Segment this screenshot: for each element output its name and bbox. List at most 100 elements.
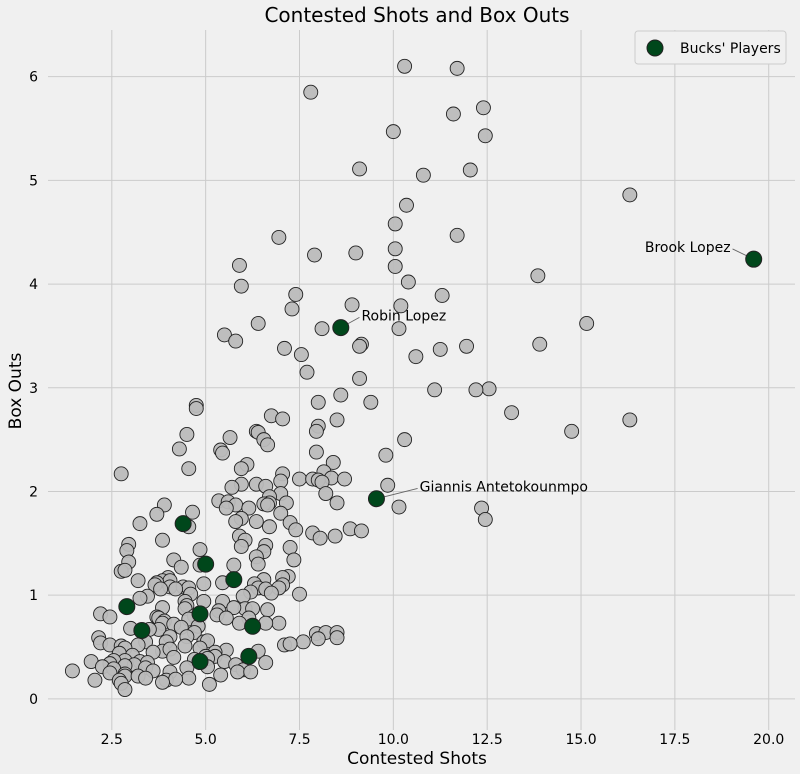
player-point bbox=[477, 128, 493, 144]
legend-label-bucks: Bucks' Players bbox=[680, 41, 781, 57]
player-point bbox=[415, 167, 431, 183]
player-point bbox=[532, 336, 548, 352]
player-point bbox=[481, 381, 497, 397]
player-point bbox=[233, 278, 249, 294]
player-point bbox=[352, 370, 368, 386]
bucks-player-point bbox=[118, 598, 136, 616]
player-point bbox=[233, 538, 249, 554]
player-point bbox=[230, 664, 246, 680]
bucks-player-point bbox=[240, 647, 258, 665]
legend: Bucks' Players bbox=[634, 30, 787, 65]
player-point bbox=[168, 581, 184, 597]
player-point bbox=[329, 630, 345, 646]
player-point bbox=[293, 347, 309, 363]
player-point bbox=[132, 516, 148, 532]
x-axis-label: Contested Shots bbox=[347, 749, 487, 769]
player-point bbox=[310, 394, 326, 410]
player-point bbox=[218, 610, 234, 626]
player-point bbox=[387, 258, 403, 274]
player-point bbox=[179, 426, 195, 442]
player-point bbox=[273, 473, 289, 489]
player-point bbox=[130, 573, 146, 589]
player-point bbox=[218, 500, 234, 516]
player-point bbox=[222, 430, 238, 446]
player-point bbox=[564, 423, 580, 439]
player-point bbox=[260, 437, 276, 453]
player-point bbox=[185, 504, 200, 520]
player-point bbox=[235, 588, 251, 604]
player-point bbox=[292, 586, 307, 602]
bucks-player-point bbox=[174, 515, 192, 533]
player-point bbox=[263, 585, 279, 601]
x-tick-label: 7.5 bbox=[288, 732, 310, 748]
player-point bbox=[286, 552, 302, 568]
bucks-player-point bbox=[225, 571, 243, 589]
player-point bbox=[228, 333, 244, 349]
player-point bbox=[387, 241, 403, 257]
x-tick-label: 5.0 bbox=[195, 732, 217, 748]
player-point bbox=[352, 338, 368, 354]
x-tick-label: 17.5 bbox=[659, 732, 690, 748]
player-point bbox=[318, 486, 334, 502]
player-point bbox=[215, 445, 231, 461]
player-point bbox=[155, 674, 170, 690]
player-point bbox=[344, 297, 360, 313]
player-point bbox=[173, 559, 189, 575]
bucks-player-point bbox=[197, 555, 215, 573]
player-point bbox=[258, 655, 274, 671]
player-point bbox=[260, 497, 276, 513]
player-point bbox=[177, 638, 193, 654]
bucks-player-point bbox=[244, 617, 262, 635]
player-point bbox=[397, 432, 413, 448]
player-point bbox=[87, 672, 103, 688]
y-tick-label: 1 bbox=[29, 588, 38, 604]
bucks-player-point bbox=[332, 319, 350, 337]
player-point bbox=[310, 631, 326, 647]
player-point bbox=[250, 556, 266, 572]
x-tick-label: 15.0 bbox=[565, 732, 596, 748]
player-point bbox=[113, 466, 129, 482]
annotation-label: Giannis Antetokounmpo bbox=[420, 479, 588, 495]
player-point bbox=[250, 316, 266, 331]
player-point bbox=[213, 667, 229, 683]
player-point bbox=[329, 412, 345, 428]
player-point bbox=[408, 349, 424, 365]
x-tick-label: 20.0 bbox=[753, 732, 784, 748]
player-point bbox=[216, 327, 232, 343]
player-point bbox=[271, 229, 287, 245]
player-point bbox=[353, 523, 369, 539]
player-point bbox=[303, 84, 319, 100]
player-point bbox=[224, 479, 240, 495]
bucks-player-point bbox=[367, 490, 385, 508]
player-point bbox=[171, 441, 187, 457]
player-point bbox=[226, 600, 242, 616]
player-point bbox=[449, 60, 465, 76]
annotation-label: Robin Lopez bbox=[361, 308, 446, 324]
player-point bbox=[530, 268, 546, 284]
player-point bbox=[155, 532, 170, 548]
bucks-player-point bbox=[133, 621, 151, 639]
player-point bbox=[275, 411, 291, 427]
player-point bbox=[427, 382, 443, 398]
player-point bbox=[314, 321, 330, 337]
player-point bbox=[201, 676, 217, 692]
player-point bbox=[117, 682, 133, 698]
player-point bbox=[397, 58, 413, 74]
y-tick-label: 6 bbox=[29, 70, 38, 86]
player-point bbox=[188, 401, 204, 416]
player-point bbox=[468, 382, 484, 398]
y-tick-labels: 0 1 2 3 4 5 6 bbox=[29, 70, 38, 708]
player-point bbox=[262, 519, 277, 535]
player-point bbox=[292, 471, 307, 487]
player-point bbox=[181, 461, 197, 477]
player-point bbox=[477, 512, 493, 527]
player-point bbox=[363, 394, 379, 410]
bucks-players-series bbox=[118, 250, 763, 671]
player-point bbox=[288, 286, 304, 302]
annotation-labels: Brook Lopez Robin Lopez Giannis Antetokoun… bbox=[361, 240, 730, 496]
player-point bbox=[333, 387, 349, 403]
player-point bbox=[102, 609, 118, 625]
player-point bbox=[284, 301, 300, 317]
y-axis-label: Box Outs bbox=[6, 353, 26, 430]
